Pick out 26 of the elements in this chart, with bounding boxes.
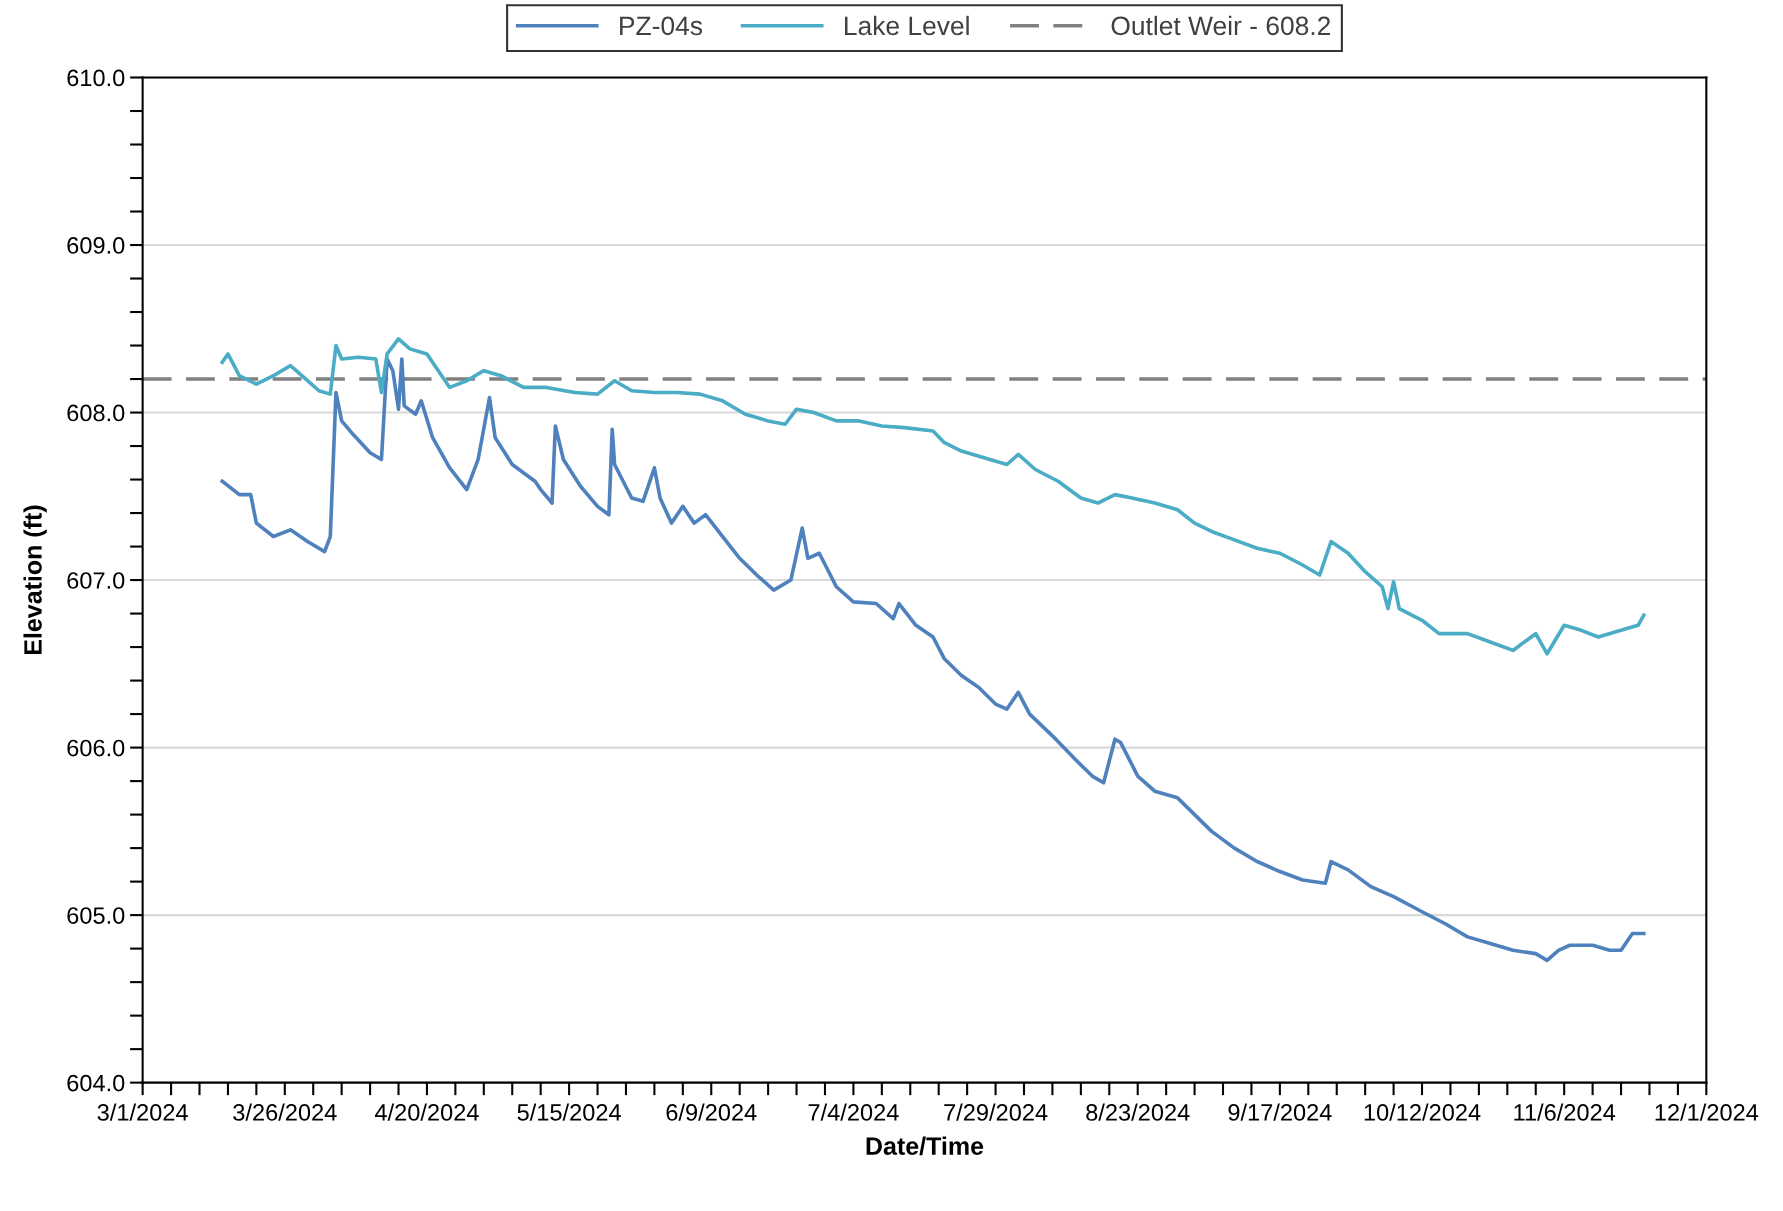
x-tick-label: 3/26/2024: [233, 1103, 337, 1121]
y-tick-label: 605.0: [67, 907, 125, 924]
x-tick-label: 6/9/2024: [666, 1103, 757, 1121]
x-tick-label: 4/20/2024: [374, 1103, 479, 1121]
x-tick-label: 9/17/2024: [1228, 1103, 1332, 1121]
x-axis-title: Date/Time: [866, 1136, 984, 1156]
y-axis-title: Elevation (ft): [23, 505, 47, 655]
y-tick-label: 609.0: [67, 237, 125, 254]
x-tick-label: 10/12/2024: [1364, 1103, 1481, 1121]
x-tick-label: 7/29/2024: [944, 1103, 1048, 1121]
legend-label: Lake Level: [845, 15, 969, 36]
y-tick-label: 606.0: [67, 739, 125, 757]
legend-label: PZ-04s: [620, 16, 703, 36]
legend-label: Outlet Weir - 608.2: [1111, 15, 1331, 36]
x-tick-label: 12/1/2024: [1655, 1103, 1759, 1121]
x-tick-label: 3/1/2024: [97, 1103, 188, 1121]
x-tick-label: 11/6/2024: [1514, 1103, 1616, 1121]
y-tick-label: 608.0: [67, 404, 125, 422]
y-tick-label: 607.0: [67, 572, 125, 589]
y-tick-label: 610.0: [67, 69, 125, 87]
x-tick-label: 7/4/2024: [808, 1103, 899, 1121]
line-series: [220, 337, 1646, 656]
x-tick-label: 5/15/2024: [517, 1103, 621, 1121]
y-tick-label: 604.0: [67, 1074, 125, 1092]
x-tick-label: 8/23/2024: [1086, 1103, 1190, 1121]
line-series: [220, 357, 1646, 963]
